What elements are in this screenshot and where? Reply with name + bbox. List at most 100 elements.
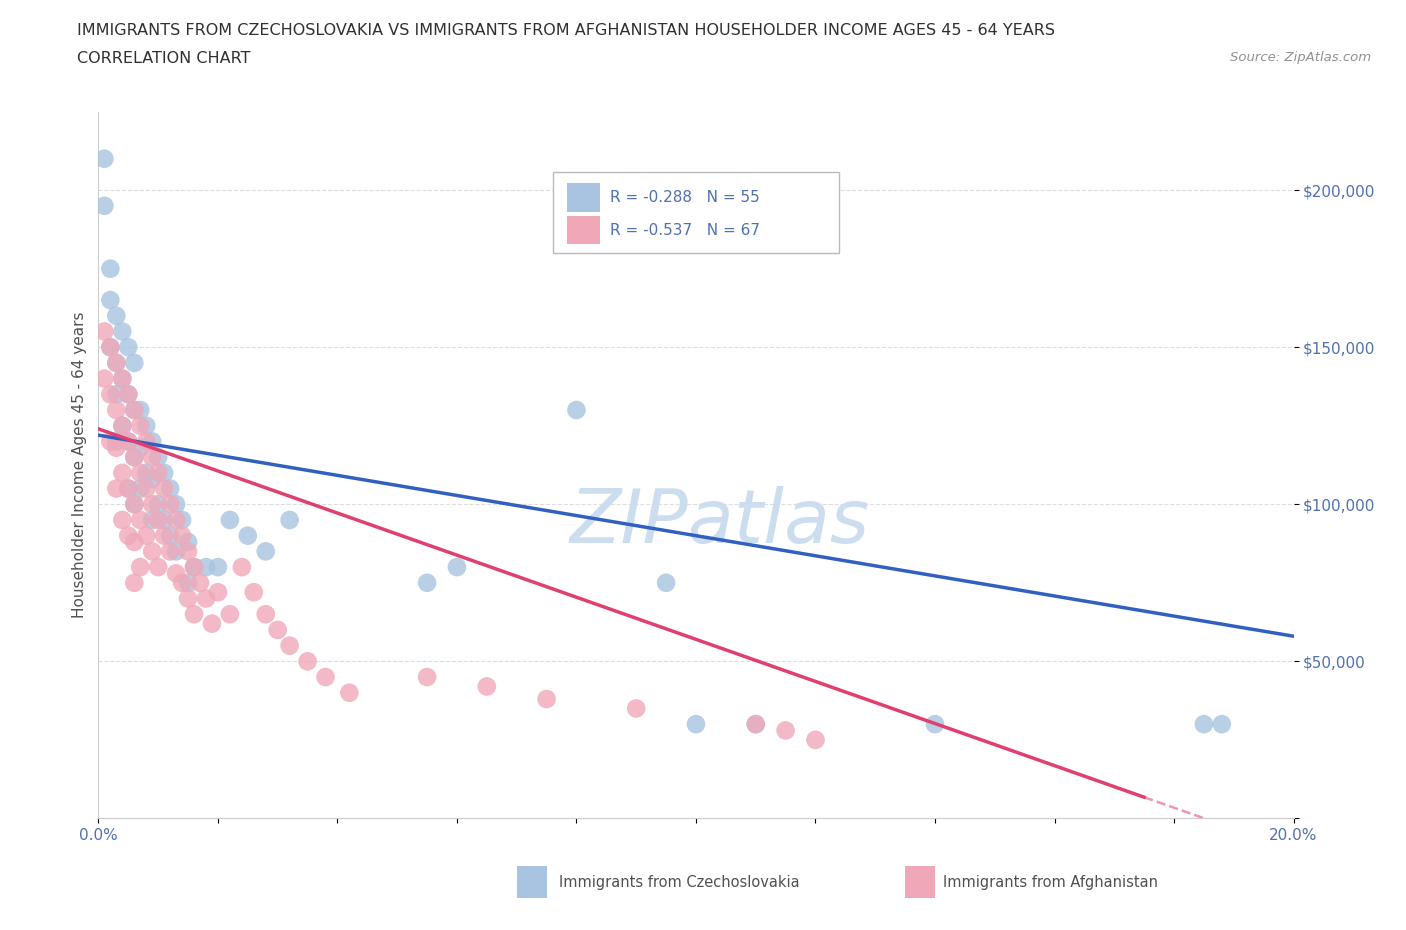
Point bbox=[159, 528, 181, 543]
Point bbox=[117, 481, 139, 496]
Point bbox=[153, 465, 176, 480]
Point bbox=[111, 418, 134, 433]
Point bbox=[124, 403, 146, 418]
Point bbox=[475, 679, 498, 694]
Point bbox=[278, 638, 301, 653]
Point bbox=[98, 339, 122, 354]
Point bbox=[105, 355, 128, 370]
Point bbox=[183, 606, 205, 621]
Point bbox=[745, 717, 768, 732]
Point bbox=[141, 544, 163, 559]
Point bbox=[446, 560, 468, 575]
Text: R = -0.537   N = 67: R = -0.537 N = 67 bbox=[610, 222, 759, 238]
Point bbox=[105, 387, 128, 402]
Text: IMMIGRANTS FROM CZECHOSLOVAKIA VS IMMIGRANTS FROM AFGHANISTAN HOUSEHOLDER INCOME: IMMIGRANTS FROM CZECHOSLOVAKIA VS IMMIGR… bbox=[77, 23, 1056, 38]
Point bbox=[98, 261, 122, 276]
Point bbox=[135, 434, 157, 449]
Point bbox=[148, 560, 170, 575]
Point bbox=[159, 497, 181, 512]
Point bbox=[129, 512, 152, 527]
Point bbox=[177, 591, 200, 606]
Point bbox=[105, 481, 128, 496]
Point bbox=[536, 692, 558, 707]
Point bbox=[117, 481, 139, 496]
FancyBboxPatch shape bbox=[553, 172, 839, 253]
Y-axis label: Householder Income Ages 45 - 64 years: Householder Income Ages 45 - 64 years bbox=[72, 312, 87, 618]
Point bbox=[93, 324, 115, 339]
Point bbox=[655, 576, 678, 591]
Point bbox=[124, 450, 146, 465]
Point bbox=[124, 576, 146, 591]
Point bbox=[177, 544, 200, 559]
Point bbox=[98, 387, 122, 402]
Point bbox=[117, 387, 139, 402]
Point bbox=[1211, 717, 1233, 732]
Point bbox=[183, 560, 205, 575]
Point bbox=[93, 152, 115, 166]
Point bbox=[219, 512, 242, 527]
FancyBboxPatch shape bbox=[517, 866, 547, 898]
Point bbox=[278, 512, 301, 527]
Point bbox=[924, 717, 946, 732]
Point bbox=[297, 654, 319, 669]
Point bbox=[207, 585, 229, 600]
Point bbox=[111, 371, 134, 386]
Point bbox=[117, 434, 139, 449]
Point bbox=[165, 566, 187, 581]
Point bbox=[201, 617, 224, 631]
Text: R = -0.288   N = 55: R = -0.288 N = 55 bbox=[610, 191, 759, 206]
Point bbox=[565, 403, 588, 418]
Text: Immigrants from Czechoslovakia: Immigrants from Czechoslovakia bbox=[558, 874, 799, 889]
Point bbox=[124, 535, 146, 550]
Point bbox=[124, 450, 146, 465]
Point bbox=[111, 324, 134, 339]
Point bbox=[148, 497, 170, 512]
Point bbox=[141, 434, 163, 449]
Point bbox=[177, 535, 200, 550]
Point bbox=[207, 560, 229, 575]
Point bbox=[135, 481, 157, 496]
Point bbox=[98, 339, 122, 354]
Point bbox=[159, 544, 181, 559]
Point bbox=[141, 472, 163, 486]
Text: ZIPatlas: ZIPatlas bbox=[569, 485, 870, 558]
Point bbox=[105, 309, 128, 324]
Point bbox=[135, 528, 157, 543]
Point bbox=[111, 512, 134, 527]
Point bbox=[129, 560, 152, 575]
Point bbox=[129, 481, 152, 496]
Point bbox=[98, 434, 122, 449]
Point bbox=[177, 576, 200, 591]
Point bbox=[195, 560, 218, 575]
Point bbox=[141, 450, 163, 465]
Text: CORRELATION CHART: CORRELATION CHART bbox=[77, 51, 250, 66]
Point bbox=[135, 418, 157, 433]
Point bbox=[129, 403, 152, 418]
Point bbox=[219, 606, 242, 621]
Point bbox=[117, 434, 139, 449]
FancyBboxPatch shape bbox=[905, 866, 935, 898]
Point bbox=[416, 670, 439, 684]
Point bbox=[745, 717, 768, 732]
Point bbox=[141, 512, 163, 527]
Point bbox=[188, 576, 211, 591]
Point bbox=[315, 670, 337, 684]
Point bbox=[117, 387, 139, 402]
Point bbox=[804, 733, 827, 748]
Point bbox=[117, 339, 139, 354]
Point bbox=[172, 528, 194, 543]
Point bbox=[129, 418, 152, 433]
Point bbox=[416, 576, 439, 591]
Point bbox=[775, 723, 797, 737]
Point bbox=[153, 528, 176, 543]
Text: Source: ZipAtlas.com: Source: ZipAtlas.com bbox=[1230, 51, 1371, 64]
Point bbox=[243, 585, 266, 600]
FancyBboxPatch shape bbox=[567, 183, 600, 212]
Point bbox=[105, 434, 128, 449]
Point bbox=[124, 497, 146, 512]
Point bbox=[93, 371, 115, 386]
Point bbox=[267, 622, 290, 637]
Point bbox=[148, 465, 170, 480]
Point bbox=[117, 528, 139, 543]
Point bbox=[165, 497, 187, 512]
